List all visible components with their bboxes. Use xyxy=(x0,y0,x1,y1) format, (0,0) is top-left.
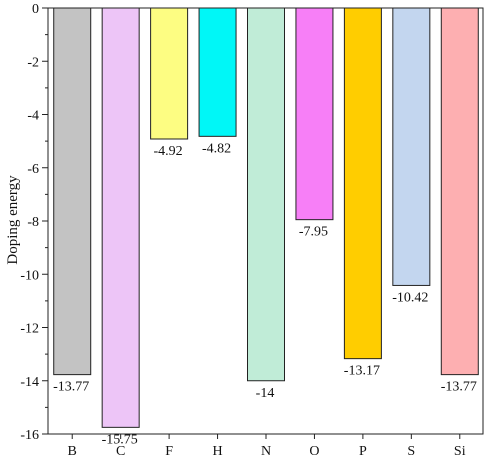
y-tick-label: -14 xyxy=(20,375,39,390)
data-label-o: -7.95 xyxy=(299,225,328,240)
x-tick-label-n: N xyxy=(261,444,271,459)
bar-c xyxy=(101,7,140,428)
bar-o xyxy=(295,7,334,221)
bar-b xyxy=(53,7,92,376)
x-tick-label-o: O xyxy=(309,444,319,459)
data-label-b: -13.77 xyxy=(53,380,89,395)
bar-h xyxy=(198,7,237,137)
bar-si xyxy=(440,7,479,376)
data-label-h: -4.82 xyxy=(202,141,231,156)
x-tick-label-p: P xyxy=(359,444,367,459)
x-tick-label-h: H xyxy=(212,444,222,459)
y-tick-label: -4 xyxy=(27,109,39,124)
data-label-s: -10.42 xyxy=(392,290,428,305)
y-tick-label: -2 xyxy=(27,55,39,70)
y-tick-label: -8 xyxy=(27,215,39,230)
y-tick-label: -6 xyxy=(27,162,39,177)
plot-area: 0 -2 -4 -6 -8 -10 -12 -14 -16 -13.77 B -15.75C -4.92… xyxy=(20,2,484,459)
y-tick-label: 0 xyxy=(32,2,39,17)
data-label-p: -13.17 xyxy=(344,364,380,379)
bar-n xyxy=(247,7,285,382)
data-label-c: -15.75 xyxy=(102,432,138,447)
bar-f xyxy=(150,7,189,140)
bar-s xyxy=(392,7,431,286)
x-tick-label-s: S xyxy=(407,444,415,459)
y-tick-label: -12 xyxy=(20,322,39,337)
x-tick-label-b: B xyxy=(68,444,77,459)
x-tick-label-c: C xyxy=(116,444,125,459)
y-tick-label: -16 xyxy=(20,428,39,443)
y-tick-label: -10 xyxy=(20,268,39,283)
y-axis-label: Doping energy xyxy=(5,175,21,265)
bar-p xyxy=(343,7,382,360)
data-label-f: -4.92 xyxy=(154,144,183,159)
x-tick-label-si: Si xyxy=(454,444,466,459)
data-label-n: -14 xyxy=(256,386,275,401)
x-tick-label-f: F xyxy=(165,444,173,459)
data-label-si: -13.77 xyxy=(441,380,477,395)
